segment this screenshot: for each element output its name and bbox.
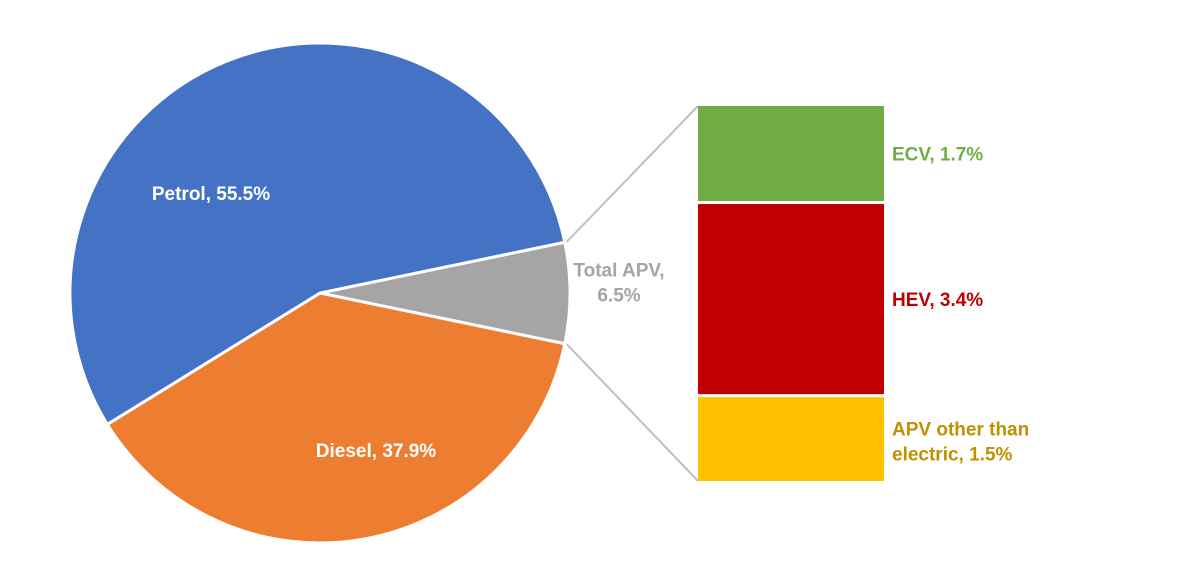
pie-slice-petrol bbox=[68, 41, 567, 427]
bar-label-ecv: ECV, 1.7% bbox=[892, 145, 983, 166]
connector-line-bottom bbox=[566, 343, 699, 482]
bar-segment-ecv bbox=[698, 106, 884, 202]
pie bbox=[68, 41, 572, 545]
pie-label-petrol: Petrol, 55.5% bbox=[152, 184, 270, 205]
bar-label-apv-other-than-electric: APV other than electric, 1.5% bbox=[892, 420, 1029, 466]
connector-lines bbox=[566, 105, 699, 482]
data-labels: Petrol, 55.5% Diesel, 37.9% Total APV, 6.5%… bbox=[152, 145, 1029, 466]
pie-label-diesel: Diesel, 37.9% bbox=[316, 441, 437, 462]
bar-segment-apv-other-than-electric bbox=[698, 397, 884, 481]
pie-label-total-apv: Total APV, 6.5% bbox=[573, 261, 664, 307]
bar-segment-hev bbox=[698, 204, 884, 395]
bar-label-hev: HEV, 3.4% bbox=[892, 290, 983, 311]
stacked-bar bbox=[698, 106, 884, 481]
connector-line-top bbox=[566, 105, 699, 243]
